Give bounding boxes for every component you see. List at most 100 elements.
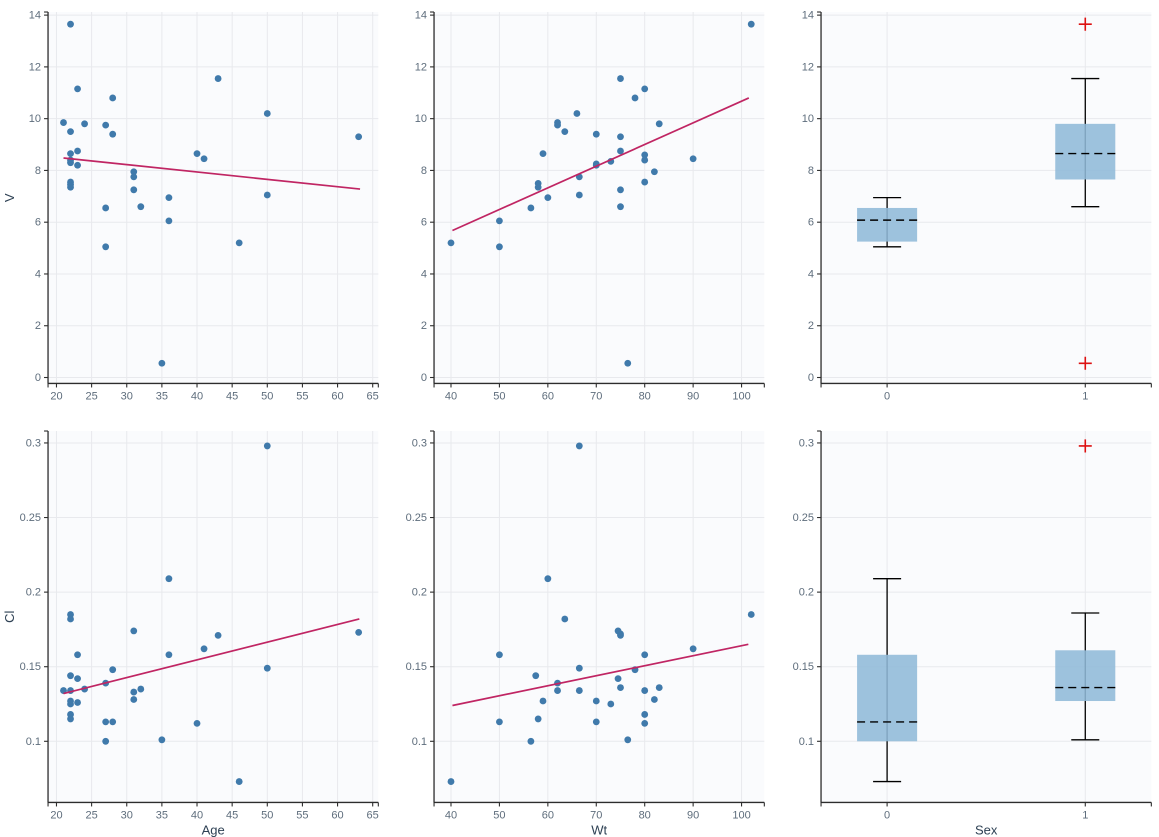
data-point (158, 359, 166, 367)
data-point (165, 574, 173, 582)
y-tick-label: 0.15 (406, 661, 427, 673)
y-axis-title: V (2, 193, 17, 202)
x-tick-label: 40 (445, 809, 457, 821)
data-point (355, 133, 363, 141)
data-point (235, 239, 243, 247)
data-point (67, 128, 74, 136)
data-point (527, 737, 535, 745)
data-point (496, 650, 504, 658)
data-point (263, 191, 271, 199)
data-point (74, 650, 81, 658)
x-tick-label: 70 (590, 390, 602, 402)
data-point (554, 121, 562, 129)
x-tick-label: 60 (542, 809, 554, 821)
data-point (617, 75, 625, 82)
x-tick-label: 40 (191, 809, 203, 821)
data-point (617, 133, 625, 141)
x-tick-label: 70 (590, 809, 602, 821)
trend-line (63, 617, 360, 694)
data-point (544, 194, 552, 202)
data-point (67, 183, 74, 191)
plot-background (820, 12, 1151, 384)
data-point (641, 178, 649, 186)
data-point (496, 243, 504, 251)
data-point (641, 650, 649, 658)
data-point (631, 94, 639, 102)
y-tick-label: 0 (421, 372, 427, 384)
y-tick-label: 8 (808, 165, 814, 177)
x-tick-label: 60 (542, 390, 554, 402)
data-point (561, 615, 569, 622)
data-point (263, 442, 271, 449)
data-point (576, 191, 584, 199)
data-point (641, 151, 649, 159)
y-tick-label: 14 (415, 10, 427, 22)
data-point (641, 719, 649, 727)
data-point (214, 75, 222, 82)
plot-background (48, 12, 379, 384)
data-point (624, 735, 632, 743)
data-point (81, 120, 88, 128)
data-point (67, 615, 74, 622)
data-point (607, 700, 615, 707)
data-point (496, 718, 504, 725)
y-tick-label: 10 (801, 113, 813, 125)
x-tick-label: 40 (191, 390, 203, 402)
panel-v-vs-age: 20 25 30 35 40 45 50 55 60 65 0 2 4 6 8 10 12 14 V (2, 10, 379, 402)
data-point (109, 718, 117, 725)
data-point (576, 664, 584, 672)
data-point (193, 719, 201, 727)
outlier-plus-marker (1078, 438, 1092, 452)
data-point (593, 718, 601, 725)
data-point (573, 110, 581, 117)
data-point (165, 650, 173, 658)
y-tick-label: 0.2 (26, 586, 41, 598)
data-point (561, 128, 569, 136)
data-point (641, 686, 649, 694)
x-tick-label: 40 (445, 390, 457, 402)
x-tick-label: 20 (50, 809, 62, 821)
y-tick-label: 8 (421, 165, 427, 177)
data-point (130, 627, 138, 634)
panel-v-vs-wt: 40 50 60 70 80 90 100 0 2 4 6 8 10 12 14 (415, 10, 766, 402)
y-tick-label: 0.25 (792, 512, 813, 524)
data-point (67, 671, 74, 679)
box-rect (1054, 123, 1115, 180)
x-tick-label: 60 (331, 390, 343, 402)
data-point (102, 204, 110, 212)
y-tick-label: 12 (415, 61, 427, 73)
x-tick-label: 100 (733, 809, 751, 821)
data-point (60, 119, 67, 126)
data-point (447, 239, 455, 247)
x-tick-label: 65 (367, 809, 379, 821)
y-tick-label: 0.15 (20, 661, 41, 673)
x-tick-label: 50 (494, 390, 506, 402)
data-point (651, 695, 659, 703)
data-point (617, 147, 625, 155)
data-point (102, 121, 110, 129)
x-tick-label: 55 (296, 809, 308, 821)
plot-background (434, 12, 765, 384)
data-point (235, 777, 243, 785)
y-tick-label: 2 (808, 320, 814, 332)
data-point (539, 150, 547, 158)
data-point (102, 737, 110, 745)
data-point (532, 671, 540, 679)
data-point (624, 359, 632, 367)
y-tick-label: 4 (421, 268, 427, 280)
panel-cl-vs-wt: 40 50 60 70 80 90 100 0.1 0.15 0.2 0.25 0.3 Wt (406, 429, 766, 837)
data-point (527, 204, 535, 212)
x-tick-label: 35 (156, 809, 168, 821)
data-point (641, 85, 649, 93)
data-point (641, 710, 649, 718)
y-tick-label: 6 (421, 217, 427, 229)
y-tick-label: 0 (808, 372, 814, 384)
y-tick-label: 4 (35, 268, 41, 280)
y-tick-label: 10 (29, 113, 41, 125)
x-tick-label: 50 (494, 809, 506, 821)
data-point (67, 159, 74, 167)
data-point (617, 186, 625, 194)
data-point (130, 186, 138, 194)
data-point (200, 644, 208, 652)
